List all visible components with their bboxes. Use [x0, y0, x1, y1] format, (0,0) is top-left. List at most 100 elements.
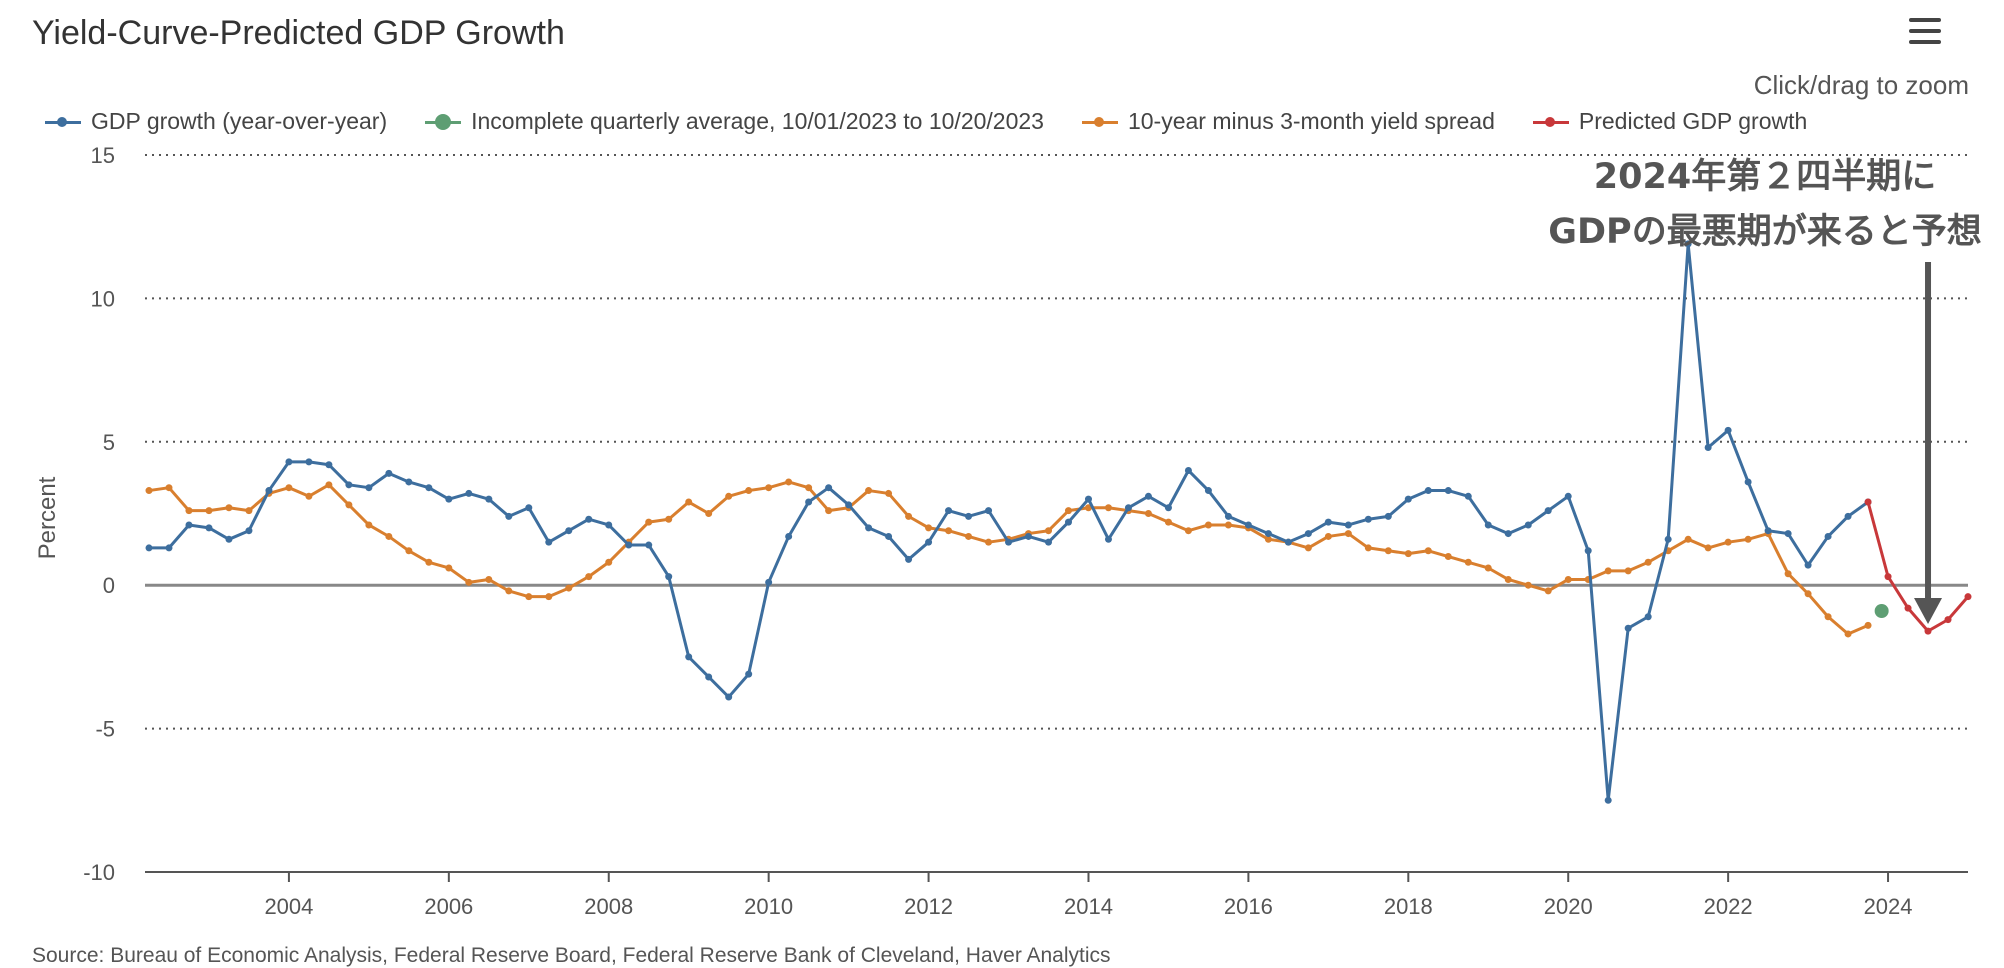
data-point-yield-spread[interactable]: [425, 558, 433, 566]
data-point-gdp-growth[interactable]: [545, 538, 553, 546]
data-point-yield-spread[interactable]: [1364, 544, 1372, 552]
data-point-gdp-growth[interactable]: [1684, 240, 1692, 248]
data-point-yield-spread[interactable]: [545, 593, 553, 601]
data-point-yield-spread[interactable]: [745, 487, 753, 495]
data-point-gdp-growth[interactable]: [725, 693, 733, 701]
data-point-gdp-growth[interactable]: [1504, 530, 1512, 538]
data-point-yield-spread[interactable]: [1524, 581, 1532, 589]
data-point-yield-spread[interactable]: [1564, 575, 1572, 583]
data-point-gdp-growth[interactable]: [385, 469, 393, 477]
data-point-gdp-growth[interactable]: [1564, 492, 1572, 500]
data-point-gdp-growth[interactable]: [325, 461, 333, 469]
series-line-predicted-gdp[interactable]: [1866, 501, 1970, 633]
data-point-predicted-gdp[interactable]: [1904, 604, 1912, 612]
data-point-predicted-gdp[interactable]: [1864, 498, 1872, 506]
data-point-yield-spread[interactable]: [965, 532, 973, 540]
data-point-gdp-growth[interactable]: [1324, 518, 1332, 526]
data-point-yield-spread[interactable]: [365, 521, 373, 529]
data-point-gdp-growth[interactable]: [565, 527, 573, 535]
data-point-gdp-growth[interactable]: [505, 512, 513, 520]
data-point-gdp-growth[interactable]: [1704, 444, 1712, 452]
data-point-yield-spread[interactable]: [165, 484, 173, 492]
data-point-gdp-growth[interactable]: [1624, 624, 1632, 632]
data-point-gdp-growth[interactable]: [405, 478, 413, 486]
data-point-yield-spread[interactable]: [385, 532, 393, 540]
data-point-yield-spread[interactable]: [1045, 527, 1053, 535]
data-point-yield-spread[interactable]: [1164, 518, 1172, 526]
data-point-gdp-growth[interactable]: [685, 653, 693, 661]
data-point-yield-spread[interactable]: [665, 515, 673, 523]
data-point-yield-spread[interactable]: [325, 481, 333, 489]
data-point-predicted-gdp[interactable]: [1944, 616, 1952, 624]
data-point-yield-spread[interactable]: [1304, 544, 1312, 552]
data-point-gdp-growth[interactable]: [285, 458, 293, 466]
data-point-yield-spread[interactable]: [145, 487, 153, 495]
data-point-gdp-growth[interactable]: [485, 495, 493, 503]
data-point-gdp-growth[interactable]: [865, 524, 873, 532]
data-point-yield-spread[interactable]: [305, 492, 313, 500]
data-point-gdp-growth[interactable]: [1084, 495, 1092, 503]
series-line-gdp-growth[interactable]: [148, 242, 1869, 802]
series-line-yield-spread[interactable]: [148, 480, 1869, 636]
data-point-gdp-growth[interactable]: [845, 501, 853, 509]
data-point-yield-spread[interactable]: [1064, 507, 1072, 515]
data-point-gdp-growth[interactable]: [145, 544, 153, 552]
hamburger-menu-icon[interactable]: [1905, 18, 1945, 52]
data-point-yield-spread[interactable]: [1864, 621, 1872, 629]
legend-item-yield-spread[interactable]: 10-year minus 3-month yield spread: [1081, 108, 1495, 135]
data-point-yield-spread[interactable]: [1144, 510, 1152, 517]
data-point-gdp-growth[interactable]: [1344, 521, 1352, 529]
data-point-yield-spread[interactable]: [1184, 527, 1192, 535]
data-point-gdp-growth[interactable]: [1724, 426, 1732, 434]
data-point-yield-spread[interactable]: [345, 501, 353, 509]
data-point-gdp-growth[interactable]: [1584, 547, 1592, 555]
data-point-gdp-growth[interactable]: [205, 524, 213, 532]
data-point-gdp-growth[interactable]: [1064, 518, 1072, 526]
data-point-yield-spread[interactable]: [1844, 630, 1852, 638]
data-point-yield-spread[interactable]: [185, 507, 193, 515]
data-point-yield-spread[interactable]: [585, 573, 593, 581]
data-point-gdp-growth[interactable]: [665, 573, 673, 581]
data-point-yield-spread[interactable]: [825, 507, 833, 515]
data-point-gdp-growth[interactable]: [745, 670, 753, 678]
data-point-yield-spread[interactable]: [1744, 535, 1752, 543]
data-point-gdp-growth[interactable]: [945, 507, 953, 515]
data-point-gdp-growth[interactable]: [645, 541, 653, 549]
data-point-gdp-growth[interactable]: [265, 487, 273, 495]
data-point-yield-spread[interactable]: [1264, 535, 1272, 543]
data-point-yield-spread[interactable]: [1464, 558, 1472, 566]
data-point-yield-spread[interactable]: [1604, 567, 1612, 575]
data-point-gdp-growth[interactable]: [905, 555, 913, 563]
data-point-yield-spread[interactable]: [1404, 550, 1412, 558]
data-point-yield-spread[interactable]: [785, 478, 793, 486]
data-point-yield-spread[interactable]: [605, 558, 613, 566]
data-point-yield-spread[interactable]: [525, 593, 533, 601]
data-point-gdp-growth[interactable]: [1224, 512, 1232, 520]
data-point-gdp-growth[interactable]: [1524, 521, 1532, 529]
data-point-gdp-growth[interactable]: [305, 458, 313, 466]
data-point-gdp-growth[interactable]: [1384, 512, 1392, 520]
data-point-gdp-growth[interactable]: [1804, 561, 1812, 569]
data-point-yield-spread[interactable]: [685, 498, 693, 506]
data-point-gdp-growth[interactable]: [965, 512, 973, 520]
data-point-yield-spread[interactable]: [465, 578, 473, 586]
data-point-predicted-gdp[interactable]: [1924, 627, 1932, 635]
data-point-predicted-gdp[interactable]: [1964, 593, 1972, 601]
data-point-yield-spread[interactable]: [1204, 521, 1212, 529]
data-point-gdp-growth[interactable]: [1104, 535, 1112, 543]
data-point-gdp-growth[interactable]: [225, 535, 233, 543]
data-point-gdp-growth[interactable]: [1664, 535, 1672, 543]
data-point-gdp-growth[interactable]: [1284, 538, 1292, 546]
data-point-yield-spread[interactable]: [1344, 530, 1352, 538]
data-point-yield-spread[interactable]: [885, 489, 893, 497]
data-point-yield-spread[interactable]: [1324, 532, 1332, 540]
data-point-gdp-growth[interactable]: [1824, 532, 1832, 540]
legend-item-predicted-gdp[interactable]: Predicted GDP growth: [1532, 108, 1807, 135]
data-point-gdp-growth[interactable]: [1644, 613, 1652, 621]
data-point-yield-spread[interactable]: [485, 575, 493, 583]
data-point-gdp-growth[interactable]: [625, 541, 633, 549]
data-point-gdp-growth[interactable]: [245, 527, 253, 535]
data-point-gdp-growth[interactable]: [1844, 512, 1852, 520]
data-point-gdp-growth[interactable]: [445, 495, 453, 503]
